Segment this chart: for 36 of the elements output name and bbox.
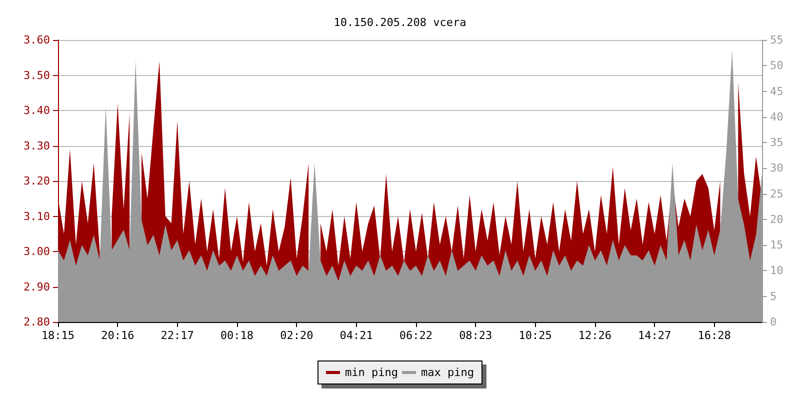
x-tick-label: 22:17 — [160, 329, 194, 342]
y2-tick-label: 0 — [770, 316, 777, 328]
x-tick-label: 00:18 — [220, 329, 254, 342]
x-tick-label: 10:25 — [518, 329, 552, 342]
x-tick-label: 14:27 — [638, 329, 672, 342]
y-tick-label: 3.00 — [24, 245, 50, 258]
y-tick-label: 3.10 — [24, 210, 50, 223]
x-tick-label: 20:16 — [101, 329, 134, 342]
y2-tick-label: 35 — [770, 136, 784, 150]
y-tick-label: 3.50 — [24, 68, 50, 82]
y-tick-label: 2.80 — [24, 316, 50, 328]
chart-title: 10.150.205.208 vcera — [334, 16, 466, 29]
y-tick-label: 3.30 — [24, 139, 50, 152]
y2-tick-label: 55 — [770, 34, 784, 46]
y-tick-label: 3.60 — [24, 34, 50, 46]
y2-tick-label: 30 — [770, 162, 784, 175]
y2-tick-label: 50 — [770, 59, 784, 72]
legend-label: min ping — [345, 366, 398, 379]
y2-tick-label: 10 — [770, 264, 784, 278]
y-tick-label: 3.20 — [24, 174, 50, 188]
x-tick-label: 04:21 — [340, 329, 373, 342]
legend-label: max ping — [421, 366, 474, 379]
y2-tick-label: 15 — [770, 238, 784, 252]
x-tick-label: 08:23 — [459, 329, 492, 342]
x-tick-label: 02:20 — [280, 329, 314, 342]
y-tick-label: 3.40 — [24, 104, 50, 117]
y2-tick-label: 25 — [770, 187, 784, 200]
x-tick-label: 18:15 — [41, 329, 75, 342]
y2-tick-label: 20 — [770, 212, 784, 226]
x-tick-label: 06:22 — [399, 329, 433, 342]
x-tick-label: 16:28 — [698, 329, 731, 342]
y2-tick-label: 5 — [770, 290, 777, 303]
x-tick-label: 12:26 — [578, 329, 612, 342]
y2-tick-label: 40 — [770, 110, 784, 124]
y2-tick-label: 45 — [770, 84, 784, 98]
y-tick-label: 2.90 — [24, 280, 50, 294]
